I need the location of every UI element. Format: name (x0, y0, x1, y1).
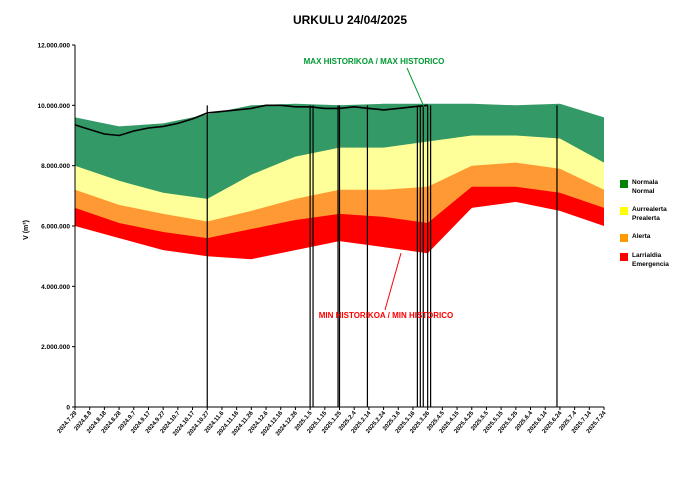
legend-label-normala: Normala (632, 179, 659, 186)
legend-item-emergencia: Larrialdia Emergencia (620, 251, 698, 269)
legend-swatch-alerta (620, 234, 628, 242)
annotation-max-pointer (406, 67, 425, 108)
annotation-min-pointer (384, 253, 402, 311)
legend-label-normal: Normal (632, 188, 655, 195)
annotation-max-historico: MAX HISTORIKOA / MAX HISTORICO (304, 57, 445, 66)
legend-item-alerta: Alerta (620, 232, 698, 242)
annotation-min-historico: MIN HISTORIKOA / MIN HISTORICO (319, 311, 454, 320)
y-tick-label: 10.000.000 (37, 103, 70, 110)
legend-swatch-prealerta (620, 207, 628, 215)
y-tick-label: 2.000.000 (41, 344, 70, 351)
y-tick-label: 0 (66, 405, 70, 412)
chart-legend: Normala Normal Aurrealerta Prealerta Ale… (620, 178, 698, 278)
y-tick-label: 8.000.000 (41, 163, 70, 170)
y-tick-label: 12.000.000 (37, 43, 70, 50)
legend-swatch-normal (620, 180, 628, 188)
legend-label-alerta: Alerta (632, 233, 651, 240)
legend-label-aurrealerta: Aurrealerta (632, 206, 667, 213)
chart-title: URKULU 24/04/2025 (293, 13, 407, 27)
legend-label-larrialdia: Larrialdia (632, 252, 662, 259)
legend-item-prealerta: Aurrealerta Prealerta (620, 205, 698, 223)
y-tick-label: 4.000.000 (41, 284, 70, 291)
legend-swatch-emergencia (620, 253, 628, 261)
y-tick-label: 6.000.000 (41, 224, 70, 231)
legend-label-emergencia: Emergencia (632, 261, 669, 268)
series-line-volume (74, 104, 428, 137)
y-axis-label: V (m³) (23, 220, 30, 240)
legend-label-prealerta: Prealerta (632, 215, 660, 222)
legend-item-normal: Normala Normal (620, 178, 698, 196)
